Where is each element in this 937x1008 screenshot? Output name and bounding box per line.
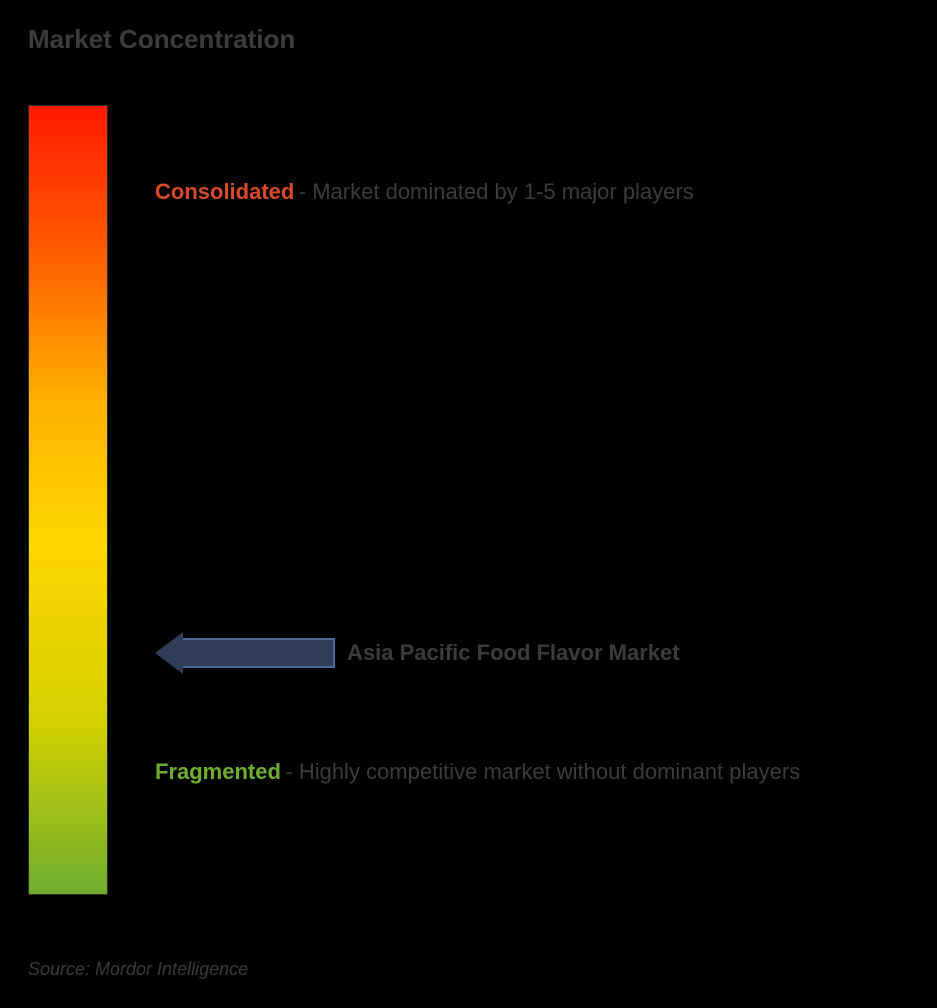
market-position-indicator: Asia Pacific Food Flavor Market	[155, 632, 680, 674]
arrow-body	[181, 638, 335, 668]
market-name-label: Asia Pacific Food Flavor Market	[347, 640, 680, 666]
fragmented-term: Fragmented	[155, 759, 281, 784]
fragmented-desc: - Highly competitive market without domi…	[285, 759, 800, 784]
source-attribution: Source: Mordor Intelligence	[28, 959, 248, 980]
consolidated-desc: - Market dominated by 1-5 major players	[299, 179, 694, 204]
chart-title: Market Concentration	[28, 24, 295, 55]
left-arrow-icon	[155, 632, 335, 674]
consolidated-term: Consolidated	[155, 179, 294, 204]
arrow-head	[155, 632, 183, 674]
consolidated-label-row: Consolidated - Market dominated by 1-5 m…	[155, 175, 907, 208]
concentration-gradient-bar	[28, 105, 108, 895]
fragmented-label-row: Fragmented - Highly competitive market w…	[155, 755, 907, 788]
